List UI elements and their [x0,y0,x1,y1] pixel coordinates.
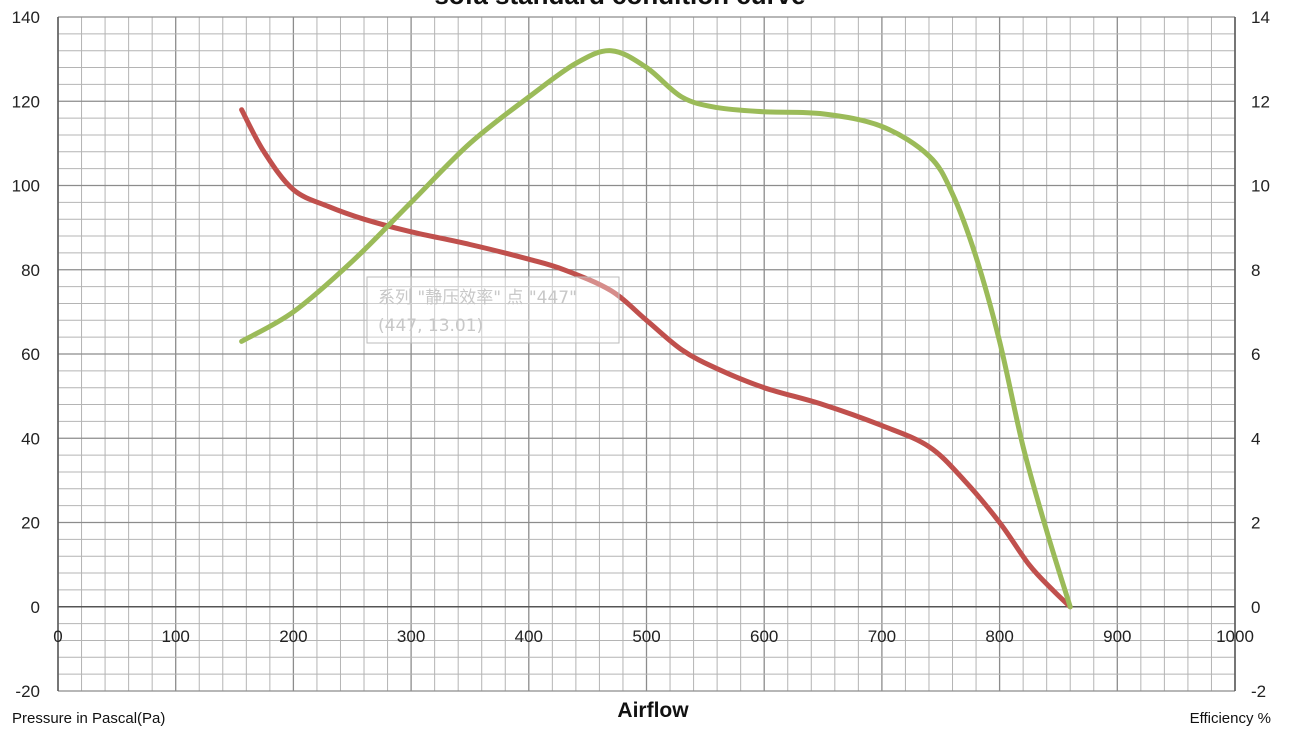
y-right-tick-label: 12 [1251,92,1270,111]
y-left-tick-label: 140 [12,8,40,27]
y-left-tick-label: 80 [21,261,40,280]
y-right-tick-label: 2 [1251,514,1260,533]
data-point-tooltip: 系列 "静压效率" 点 "447" (447, 13.01) [366,276,620,344]
y-left-tick-label: 100 [12,177,40,196]
right-axis-title: Efficiency % [1190,710,1271,727]
x-tick-label: 600 [750,627,778,646]
tooltip-line-2: (447, 13.01) [378,316,483,336]
pressure-series-line [239,107,1073,610]
x-tick-label: 300 [397,627,425,646]
x-tick-label: 400 [515,627,543,646]
x-tick-label: 800 [985,627,1013,646]
left-axis-ticks: 140 120 100 80 60 40 20 0 -20 [12,8,40,701]
y-right-tick-label: 0 [1251,598,1260,617]
y-right-tick-label: 4 [1251,429,1260,448]
chart-title: sofa standard condition curve [434,0,805,10]
y-left-tick-label: 0 [31,598,40,617]
y-right-tick-label: 8 [1251,261,1260,280]
y-right-tick-label: 10 [1251,177,1270,196]
x-axis-ticks: 0 100 200 300 400 500 600 700 800 900 1000 [53,627,1254,646]
y-right-tick-label: -2 [1251,682,1266,701]
x-tick-label: 500 [632,627,660,646]
y-left-tick-label: 20 [21,514,40,533]
left-axis-title: Pressure in Pascal(Pa) [12,710,165,727]
x-tick-label: 200 [279,627,307,646]
right-axis-ticks: 14 12 10 8 6 4 2 0 -2 [1251,8,1270,701]
y-left-tick-label: -20 [15,682,40,701]
y-left-tick-label: 60 [21,345,40,364]
y-left-tick-label: 120 [12,92,40,111]
chart-axes [57,17,1236,691]
x-tick-label: 1000 [1216,627,1254,646]
y-left-tick-label: 40 [21,429,40,448]
x-axis-title: Airflow [617,699,689,722]
tooltip-box [366,276,620,344]
efficiency-series-line [239,48,1073,610]
y-right-tick-label: 6 [1251,345,1260,364]
y-right-tick-label: 14 [1251,8,1270,27]
x-tick-label: 100 [162,627,190,646]
chart-series [239,48,1073,610]
x-tick-label: 900 [1103,627,1131,646]
x-tick-label: 0 [53,627,62,646]
x-tick-label: 700 [868,627,896,646]
tooltip-line-1: 系列 "静压效率" 点 "447" [378,288,577,308]
chart-grid [57,16,1236,692]
